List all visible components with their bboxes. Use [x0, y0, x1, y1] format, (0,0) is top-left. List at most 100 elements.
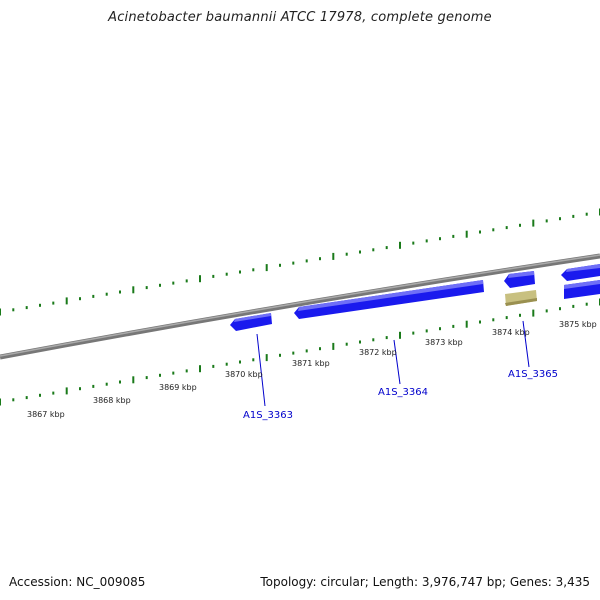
minor-tick	[519, 223, 521, 227]
major-tick	[399, 241, 401, 249]
gene-A1S_3363-arrow[interactable]	[230, 313, 272, 331]
major-tick	[332, 252, 335, 260]
minor-tick	[225, 272, 228, 276]
minor-tick	[279, 263, 281, 267]
minor-tick	[145, 286, 148, 290]
gene-label-connectors	[256, 320, 530, 407]
major-tick	[65, 387, 68, 395]
scale-label: 3867 kbp	[27, 410, 65, 419]
minor-tick	[185, 369, 188, 373]
minor-tick	[479, 230, 481, 234]
minor-tick	[92, 384, 95, 388]
minor-tick	[425, 239, 428, 243]
minor-tick	[105, 292, 108, 296]
minor-tick	[25, 306, 28, 310]
scale-label: 3872 kbp	[359, 348, 397, 357]
minor-tick	[572, 304, 575, 308]
gene-A1S_3364-arrow[interactable]	[294, 280, 484, 319]
minor-tick	[239, 270, 241, 274]
minor-tick	[52, 301, 55, 305]
minor-tick	[572, 214, 575, 218]
minor-tick	[319, 347, 321, 351]
minor-tick	[559, 217, 561, 221]
minor-tick	[585, 302, 588, 306]
minor-tick	[79, 297, 81, 301]
footer-accession: Accession: NC_009085	[9, 575, 146, 589]
gene-label-A1S_3365[interactable]: A1S_3365	[508, 369, 558, 380]
minor-tick	[145, 376, 148, 380]
minor-tick	[545, 309, 548, 313]
minor-tick	[159, 283, 161, 287]
minor-tick	[279, 353, 281, 357]
minor-tick	[12, 308, 15, 312]
rna-feature[interactable]	[505, 290, 537, 306]
minor-tick	[185, 279, 188, 283]
major-tick	[532, 219, 535, 227]
minor-tick	[412, 241, 415, 245]
minor-tick	[345, 342, 348, 346]
major-tick	[199, 365, 201, 373]
minor-tick	[545, 219, 548, 223]
minor-tick	[292, 351, 295, 355]
minor-tick	[212, 274, 215, 278]
minor-tick	[39, 303, 41, 307]
minor-tick	[372, 248, 375, 252]
gene-block-right[interactable]	[564, 280, 600, 299]
scale-labels: 3867 kbp 3868 kbp 3869 kbp 3870 kbp 3871…	[27, 320, 597, 419]
minor-tick	[372, 338, 375, 342]
major-tick	[0, 398, 1, 406]
scale-label: 3868 kbp	[93, 396, 131, 405]
gene-arrow-top-right[interactable]	[561, 264, 600, 281]
minor-tick	[119, 290, 121, 294]
major-tick	[399, 331, 401, 339]
minor-tick	[92, 294, 95, 298]
minor-tick	[505, 316, 508, 320]
minor-tick	[305, 259, 308, 263]
major-tick	[0, 308, 1, 316]
gene-A1S_3365-arrow[interactable]	[504, 271, 535, 288]
major-tick	[332, 342, 335, 350]
minor-tick	[319, 257, 321, 261]
outer-tick-ring	[0, 208, 600, 316]
minor-tick	[359, 340, 361, 344]
scale-label: 3869 kbp	[159, 383, 197, 392]
major-tick	[465, 230, 468, 238]
scale-label: 3870 kbp	[225, 370, 263, 379]
minor-tick	[585, 212, 588, 216]
minor-tick	[439, 327, 441, 331]
minor-tick	[292, 261, 295, 265]
major-tick	[132, 286, 135, 294]
minor-tick	[239, 360, 241, 364]
minor-tick	[425, 329, 428, 333]
minor-tick	[505, 226, 508, 230]
minor-tick	[52, 391, 55, 395]
footer-topology: Topology: circular; Length: 3,976,747 bp…	[260, 575, 590, 589]
minor-tick	[345, 252, 348, 256]
minor-tick	[492, 228, 495, 232]
major-tick	[265, 354, 268, 362]
minor-tick	[172, 371, 175, 375]
major-tick	[465, 320, 468, 328]
minor-tick	[479, 320, 481, 324]
minor-tick	[559, 307, 561, 311]
gene-features	[230, 264, 600, 331]
minor-tick	[359, 250, 361, 254]
minor-tick	[412, 331, 415, 335]
major-tick	[532, 309, 535, 317]
major-tick	[65, 297, 68, 305]
minor-tick	[159, 373, 161, 377]
minor-tick	[225, 362, 228, 366]
minor-tick	[39, 393, 41, 397]
minor-tick	[12, 398, 15, 402]
minor-tick	[119, 380, 121, 384]
minor-tick	[105, 382, 108, 386]
minor-tick	[385, 336, 388, 340]
gene-label-A1S_3364[interactable]: A1S_3364	[378, 387, 428, 398]
gene-label-A1S_3363[interactable]: A1S_3363	[243, 410, 293, 421]
minor-tick	[519, 313, 521, 317]
minor-tick	[252, 268, 255, 272]
scale-label: 3871 kbp	[292, 359, 330, 368]
gene-labels: A1S_3363 A1S_3364 A1S_3365	[243, 369, 558, 421]
minor-tick	[439, 237, 441, 241]
minor-tick	[452, 324, 455, 328]
